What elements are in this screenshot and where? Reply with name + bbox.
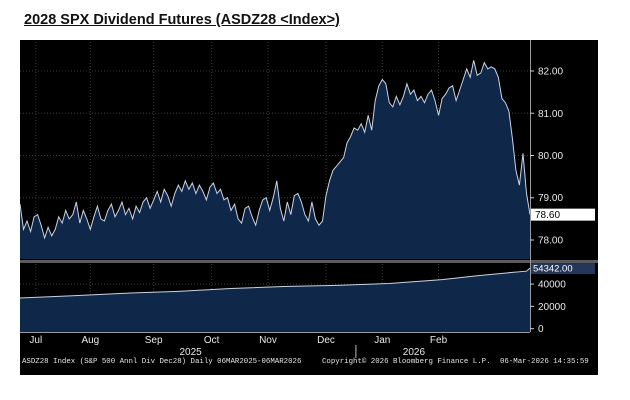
y-tick-label-upper: 81.00 xyxy=(538,109,563,120)
footer-copyright: Copyright© 2026 Bloomberg Finance L.P. xyxy=(322,358,491,366)
x-tick-label-month: Sep xyxy=(145,335,163,346)
chart-panel: 82.00 81.00 80.00 79.00 78.00 40000 20000 0 78.6… xyxy=(20,40,598,375)
lower-series-area xyxy=(20,268,530,332)
panel-separator xyxy=(20,260,598,263)
y-tick-label-lower: 40000 xyxy=(538,280,566,291)
last-value-label-lower: 54342.00 xyxy=(533,264,573,275)
x-tick-label-month: Dec xyxy=(317,335,335,346)
y-tick-label-upper: 82.00 xyxy=(538,67,563,78)
footer-ticker-info: ASDZ28 Index (S&P 500 Annl Div Dec28) Da… xyxy=(22,358,302,366)
x-tick-label-month: Feb xyxy=(430,335,448,346)
x-tick-label-month: Jan xyxy=(374,335,390,346)
x-tick-label-year: 2026 xyxy=(403,347,426,358)
y-tick-label-upper: 78.00 xyxy=(538,235,563,246)
upper-series-area xyxy=(20,60,530,260)
footer-timestamp: 06-Mar-2026 14:35:59 xyxy=(500,358,589,366)
y-tick-label-upper: 80.00 xyxy=(538,151,563,162)
y-tick-label-upper: 79.00 xyxy=(538,193,563,204)
y-tick-label-lower: 20000 xyxy=(538,302,566,313)
x-tick-label-month: Jul xyxy=(29,335,42,346)
last-value-badge-upper xyxy=(531,208,595,221)
upper-series-line xyxy=(20,60,531,240)
chart-svg: 82.00 81.00 80.00 79.00 78.00 40000 20000 0 78.6… xyxy=(20,40,598,358)
x-tick-label-month: Nov xyxy=(259,335,277,346)
y-tick-label-lower: 0 xyxy=(538,324,544,335)
x-tick-label-month: Aug xyxy=(81,335,99,346)
chart-title: 2028 SPX Dividend Futures (ASDZ28 <Index… xyxy=(24,12,340,28)
lower-series-line xyxy=(20,267,531,299)
x-tick-label-year: 2025 xyxy=(179,347,202,358)
x-tick-label-month: Oct xyxy=(204,335,220,346)
last-value-badge-lower xyxy=(531,263,595,275)
last-value-label-upper: 78.60 xyxy=(535,210,560,221)
